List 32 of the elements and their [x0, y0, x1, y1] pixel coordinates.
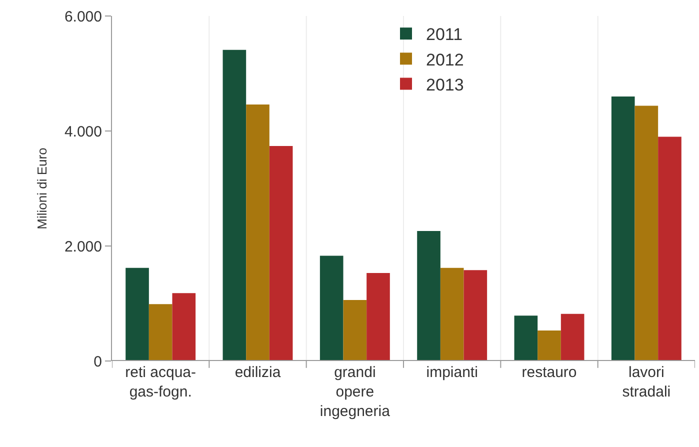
bar [560, 314, 584, 361]
bar [538, 330, 561, 361]
x-tick-label: reti acqua- gas-fogn. [125, 364, 196, 400]
y-tick-label: 0 [94, 353, 102, 370]
x-tick-label: edilizia [234, 364, 282, 381]
x-tick-label: lavori stradali [622, 364, 671, 400]
x-tick-label: restauro [522, 364, 577, 381]
bar [440, 268, 464, 361]
bar [343, 300, 367, 361]
bar [658, 136, 682, 361]
bar [611, 96, 635, 361]
x-tick-label: grandi opere ingegneria [320, 364, 391, 420]
bar [514, 316, 538, 361]
legend-label: 2011 [426, 25, 463, 44]
bar [126, 268, 149, 361]
y-tick-label: 2.000 [64, 238, 102, 256]
bar [634, 106, 658, 361]
x-tick-label: impianti [426, 364, 478, 381]
legend-label: 2013 [426, 75, 464, 94]
bar [320, 256, 344, 361]
y-axis-title: Milioni di Euro [34, 148, 50, 230]
y-tick-label: 6.000 [64, 8, 102, 26]
bar [464, 270, 488, 361]
bar [246, 104, 270, 361]
y-tick-label: 4.000 [64, 123, 102, 140]
bar [172, 293, 196, 361]
bar [366, 273, 390, 361]
bar [222, 50, 246, 361]
bar [417, 231, 440, 361]
bar [269, 146, 293, 361]
bar [148, 304, 172, 361]
legend-label: 2012 [426, 50, 464, 70]
